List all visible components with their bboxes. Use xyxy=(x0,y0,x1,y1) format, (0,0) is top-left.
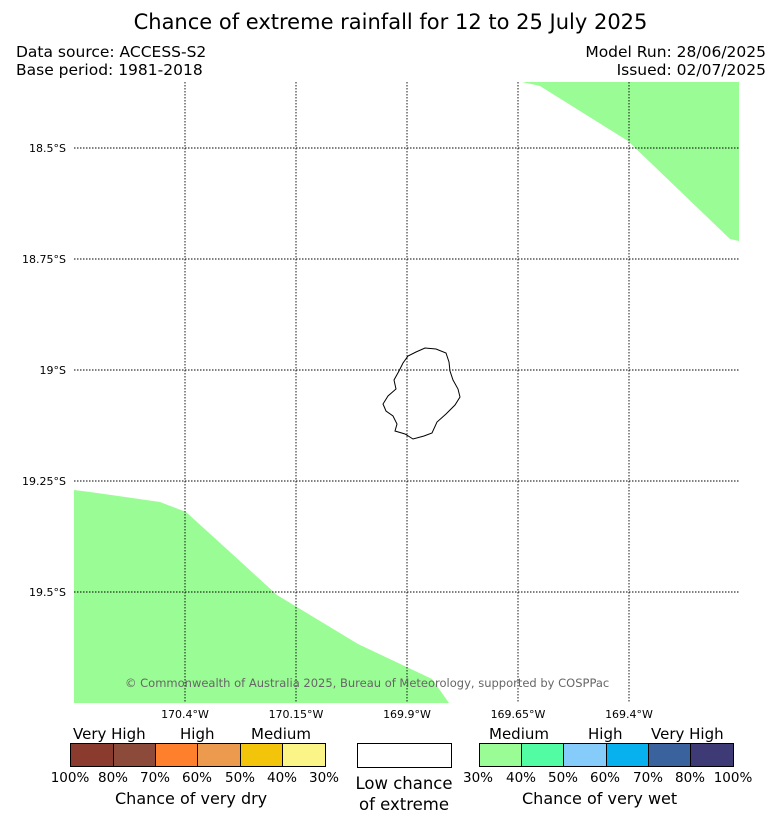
wet-pct-label: 50% xyxy=(547,770,578,786)
wet-pct-label: 100% xyxy=(713,770,753,786)
wet-level-medium: Medium xyxy=(489,725,549,743)
dry-pct-label: 30% xyxy=(308,770,339,786)
meta-right: Model Run: 28/06/2025 Issued: 02/07/2025 xyxy=(585,43,766,79)
dry-pct-label: 80% xyxy=(97,770,128,786)
dry-level-medium: Medium xyxy=(251,725,311,743)
wet-caption: Chance of very wet xyxy=(522,789,678,808)
meta-left: Data source: ACCESS-S2 Base period: 1981… xyxy=(16,43,206,79)
wet-swatch xyxy=(479,743,522,767)
wet-pct-label: 80% xyxy=(674,770,705,786)
wet-swatch xyxy=(521,743,564,767)
dry-swatch xyxy=(282,743,326,767)
wet-swatch xyxy=(690,743,734,767)
lon-label: 169.65°W xyxy=(490,708,546,721)
wet-level-very-high: Very High xyxy=(651,725,724,743)
low-chance-swatch xyxy=(357,743,452,768)
dry-pct-label: 60% xyxy=(181,770,212,786)
lon-label: 169.9°W xyxy=(383,708,431,721)
lat-label: 19.25°S xyxy=(22,475,66,488)
dry-swatch xyxy=(155,743,198,767)
dry-swatch xyxy=(113,743,156,767)
dry-level-high: High xyxy=(180,725,215,743)
dry-swatch xyxy=(197,743,241,767)
lat-label: 18.75°S xyxy=(22,253,66,266)
model-run: Model Run: 28/06/2025 xyxy=(585,43,766,61)
wet-swatch xyxy=(648,743,691,767)
dry-swatch xyxy=(70,743,114,767)
wet-pct-label: 40% xyxy=(505,770,536,786)
wet-swatch xyxy=(606,743,649,767)
lon-label: 170.4°W xyxy=(161,708,209,721)
dry-swatch xyxy=(240,743,283,767)
low-chance-label: Low chance of extreme xyxy=(355,774,453,814)
wet-pct-label: 60% xyxy=(589,770,620,786)
issued-date: Issued: 02/07/2025 xyxy=(616,61,766,79)
dry-pct-label: 70% xyxy=(139,770,170,786)
wet-region-south-west xyxy=(74,490,449,703)
lon-label: 169.4°W xyxy=(605,708,653,721)
dry-caption: Chance of very dry xyxy=(115,789,268,808)
map-title: Chance of extreme rainfall for 12 to 25 … xyxy=(133,10,648,34)
wet-pct-label: 30% xyxy=(462,770,493,786)
dry-level-very-high: Very High xyxy=(73,725,146,743)
lon-label: 170.15°W xyxy=(268,708,324,721)
wet-pct-label: 70% xyxy=(632,770,663,786)
dry-pct-label: 100% xyxy=(50,770,90,786)
copyright-credit: © Commonwealth of Australia 2025, Bureau… xyxy=(125,676,610,690)
lat-label: 19.5°S xyxy=(29,586,66,599)
wet-swatch xyxy=(563,743,607,767)
lon-gridlines xyxy=(184,82,630,703)
data-source: Data source: ACCESS-S2 xyxy=(16,43,207,61)
lat-label: 19°S xyxy=(39,364,66,377)
base-period: Base period: 1981-2018 xyxy=(16,61,203,79)
wet-level-high: High xyxy=(588,725,623,743)
dry-pct-label: 40% xyxy=(266,770,297,786)
island-outline xyxy=(382,347,461,440)
lat-label: 18.5°S xyxy=(29,142,66,155)
dry-pct-label: 50% xyxy=(224,770,255,786)
wet-region-north-east xyxy=(522,82,739,241)
